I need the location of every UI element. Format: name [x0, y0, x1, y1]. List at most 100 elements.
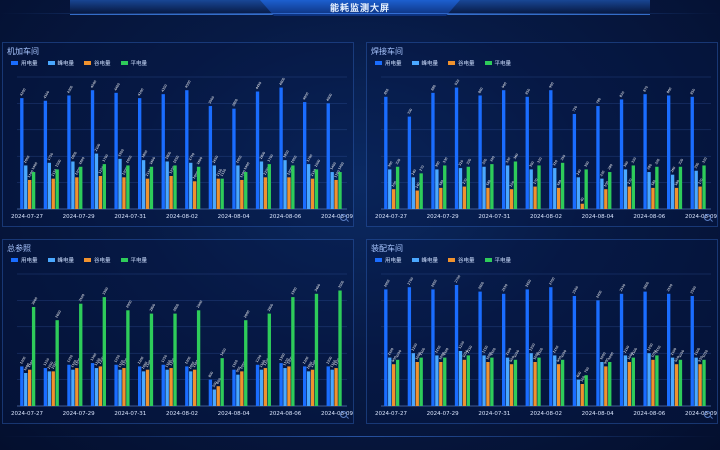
bar: [303, 102, 307, 209]
zoom-icon[interactable]: [704, 214, 711, 221]
bar-value-label: 1000: [627, 351, 635, 360]
bar-value-label: 830: [619, 91, 626, 98]
bar: [43, 368, 48, 406]
legend-item-total[interactable]: 用电量: [375, 256, 402, 264]
legend-item-total[interactable]: 用电量: [375, 59, 402, 67]
bar-value-label: 2750: [454, 274, 462, 283]
bar: [20, 98, 24, 209]
bar: [631, 357, 635, 406]
legend-item-peak[interactable]: 峰电量: [47, 59, 74, 67]
bar-value-label: 320: [395, 158, 402, 165]
legend-label: 用电量: [385, 61, 402, 67]
bar: [580, 384, 584, 406]
bar: [525, 96, 529, 209]
legend-item-flat[interactable]: 平电量: [484, 256, 511, 264]
bar-value-label: 4200: [19, 88, 27, 97]
bar: [71, 369, 75, 406]
legend-swatch-peak: [411, 61, 419, 65]
legend-item-valley[interactable]: 谷电量: [84, 256, 111, 264]
bar: [655, 166, 659, 209]
legend-item-flat[interactable]: 平电量: [120, 59, 147, 67]
x-tick-label: 2024-07-29: [63, 214, 95, 220]
bar: [525, 289, 529, 406]
legend-item-peak[interactable]: 峰电量: [411, 59, 438, 67]
bar-value-label: 1200: [19, 356, 27, 365]
bar-value-label: 1050: [462, 349, 470, 358]
legend-item-flat[interactable]: 平电量: [484, 59, 511, 67]
bar: [435, 355, 439, 406]
bar: [216, 178, 220, 209]
bar-value-label: 170: [462, 178, 469, 185]
bar: [79, 166, 83, 209]
bar: [259, 161, 264, 209]
page-title: 能耗监测大屏: [329, 4, 390, 14]
bar: [392, 364, 396, 406]
bar: [549, 287, 553, 406]
bar-value-label: 290: [693, 162, 700, 169]
bar-value-label: 1650: [23, 155, 31, 164]
bar: [647, 172, 651, 209]
zoom-icon[interactable]: [704, 411, 711, 418]
legend-item-valley[interactable]: 谷电量: [448, 256, 475, 264]
bar-value-label: 950: [235, 366, 242, 373]
bar: [443, 165, 447, 209]
bar: [533, 186, 537, 209]
bar-value-label: 1150: [623, 345, 631, 354]
x-tick-label: 2024-08-02: [530, 411, 562, 417]
bar: [419, 173, 423, 209]
zoom-icon[interactable]: [340, 214, 347, 221]
bar: [193, 181, 197, 209]
bar-value-label: 300: [387, 161, 394, 168]
bar: [600, 178, 604, 209]
bar: [291, 297, 295, 406]
bar-value-label: 1150: [94, 358, 102, 367]
bar: [670, 174, 675, 209]
panel-total: 总参照 用电量 峰电量 谷电量 平电量 1200 1150 1250 1300 1250…: [2, 239, 354, 424]
x-tick-label: 2024-08-09: [321, 214, 353, 220]
legend-item-flat[interactable]: 平电量: [120, 256, 147, 264]
bar-chart: 2650 2700 2650 2750 2600 2550 2650 2700 2500 2400…: [375, 273, 717, 417]
bar: [513, 359, 518, 406]
bar: [232, 108, 236, 209]
legend-item-valley[interactable]: 谷电量: [448, 59, 475, 67]
x-tick-label: 2024-08-04: [582, 214, 614, 220]
bar-value-label: 900: [548, 81, 555, 88]
bar-value-label: 3300: [102, 287, 110, 296]
legend-item-peak[interactable]: 峰电量: [47, 256, 74, 264]
bar: [694, 170, 698, 209]
bar: [161, 364, 165, 406]
bar-value-label: 3500: [337, 280, 345, 289]
bar: [287, 366, 291, 406]
x-tick-label: 2024-07-27: [11, 411, 43, 417]
panel-welding: 焊接车间 用电量 峰电量 谷电量 平电量 850 700 880 920 860 900 8…: [366, 42, 718, 227]
bar: [31, 172, 36, 209]
bar-value-label: 1700: [102, 154, 110, 163]
bar: [24, 165, 28, 209]
legend-item-peak[interactable]: 峰电量: [411, 256, 438, 264]
bar-value-label: 1000: [415, 351, 423, 360]
bar: [486, 187, 490, 209]
legend-item-total[interactable]: 用电量: [11, 59, 38, 67]
bar-value-label: 850: [383, 88, 390, 95]
bar: [334, 368, 338, 406]
bar: [330, 172, 334, 209]
bar: [102, 297, 106, 406]
bar-value-label: 1100: [70, 359, 78, 368]
bar-value-label: 160: [438, 179, 445, 186]
bar: [145, 178, 150, 209]
bar-value-label: 780: [595, 97, 602, 104]
legend-item-total[interactable]: 用电量: [11, 256, 38, 264]
bar-value-label: 1750: [47, 152, 55, 161]
bar-value-label: 1100: [239, 169, 247, 178]
bar-value-label: 1050: [701, 349, 709, 358]
legend-item-valley[interactable]: 谷电量: [84, 59, 111, 67]
bar: [415, 362, 419, 406]
bar-value-label: 3000: [31, 296, 39, 305]
bar-value-label: 1100: [27, 169, 35, 178]
bar: [627, 186, 632, 209]
bar-value-label: 2100: [94, 143, 102, 152]
bar: [490, 164, 494, 209]
bar: [75, 368, 79, 406]
bar-value-label: 1100: [231, 359, 239, 368]
zoom-icon[interactable]: [340, 411, 347, 418]
